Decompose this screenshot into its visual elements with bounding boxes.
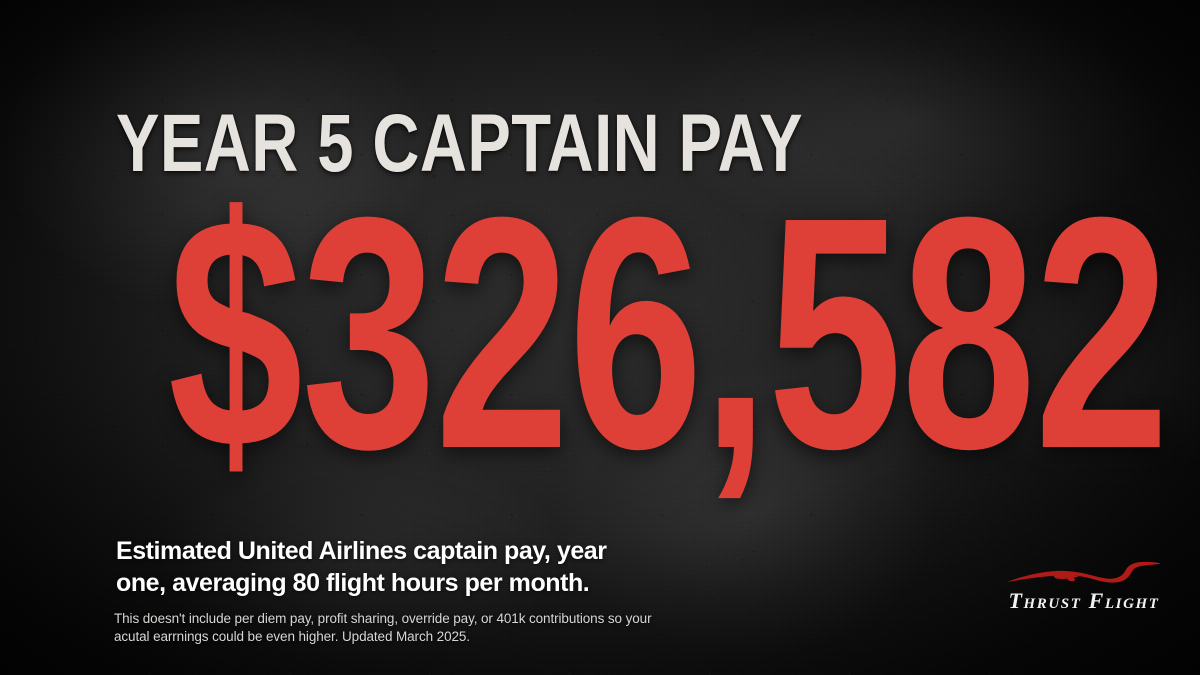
disclaimer-line-1: This doesn't include per diem pay, profi… bbox=[114, 611, 652, 626]
subtitle-line-2: one, averaging 80 flight hours per month… bbox=[116, 569, 590, 597]
logo-wordmark: Thrust Flight bbox=[1008, 588, 1160, 613]
disclaimer-line-2: acutal earrnings could be even higher. U… bbox=[114, 629, 470, 644]
thrust-flight-logo: Thrust Flight bbox=[998, 560, 1170, 622]
pay-amount-figure: $326,582 bbox=[168, 148, 1169, 517]
headline-year-5-captain-pay: YEAR 5 CAPTAIN PAY bbox=[116, 98, 803, 189]
aircraft-swoosh-icon bbox=[1007, 561, 1161, 583]
subtitle-block: Estimated United Airlines captain pay, y… bbox=[116, 535, 736, 599]
subtitle-line-1: Estimated United Airlines captain pay, y… bbox=[116, 537, 607, 565]
disclaimer-block: This doesn't include per diem pay, profi… bbox=[114, 610, 684, 646]
